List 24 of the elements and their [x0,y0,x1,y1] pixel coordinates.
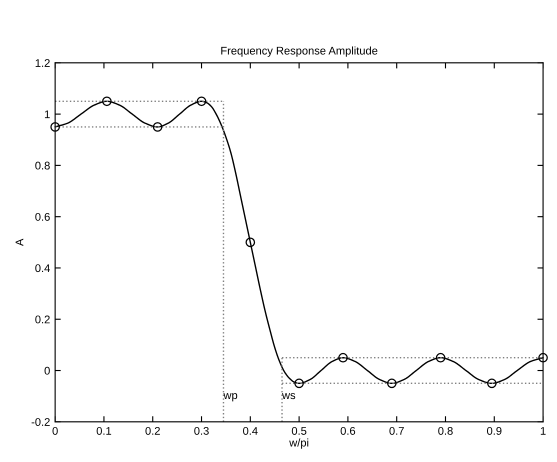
x-tick-label: 0.6 [340,426,356,435]
annotation: wp [223,393,238,402]
y-axis-title: A [16,238,24,246]
x-tick-label: 0.4 [243,426,258,435]
annotation: ws [282,393,296,400]
x-axis-title: w/pi [289,438,308,449]
y-tick-label: 0 [44,366,50,375]
x-tick-label: 0.5 [292,426,306,435]
x-tick-label: 0.7 [389,426,404,435]
y-tick-label: 0.4 [35,264,50,272]
y-tick-label: 0.8 [35,162,50,170]
x-tick-label: 0.1 [96,426,112,435]
x-tick-label: 0.8 [438,426,453,435]
chart-title: Frequency Response Amplitude [221,46,378,57]
y-tick-label: 1.2 [36,59,50,67]
y-tick-label: -0.2 [32,418,50,426]
x-tick-label: 1 [540,427,546,435]
x-tick-label: 0.9 [486,426,502,435]
y-tick-label: 0.2 [35,316,50,324]
x-tick-label: 0.2 [145,426,160,435]
y-tick-label: 1 [44,110,50,118]
x-tick-label: 0 [52,426,58,435]
y-tick-label: 0.6 [35,212,50,221]
x-tick-label: 0.3 [194,426,209,435]
